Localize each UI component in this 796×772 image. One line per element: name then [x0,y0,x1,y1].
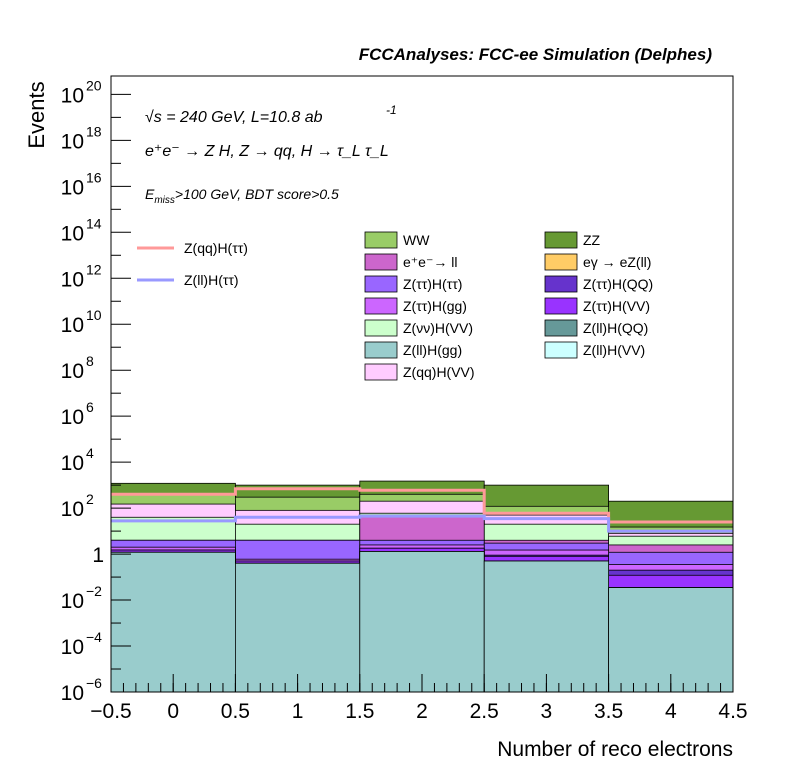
y-tick-label: 10 [61,360,84,383]
y-tick-exponent: −2 [86,583,102,599]
legend-label-z-ll-h-qq: Z(ll)H(QQ) [583,320,648,336]
svg-text:Emiss>100 GeV, BDT score>0.5: Emiss>100 GeV, BDT score>0.5 [145,186,339,206]
x-tick-label: 3.5 [594,700,623,723]
signal-lines [111,487,733,533]
legend-label-z-h-qq: Z(ττ)H(QQ) [583,276,653,292]
legend-swatch-e-e-ll [364,253,398,271]
bar-z-ll-h-gg-bin-2 [359,551,485,693]
svg-text:e⁺e⁻ → Z H, Z → qq, H → τ_L τ_: e⁺e⁻ → Z H, Z → qq, H → τ_L τ_L [145,143,389,160]
x-tick-label: 3 [541,700,553,723]
y-tick-exponent: 4 [86,445,94,461]
legend-label-z-ll-h: Z(ll)H(ττ) [184,272,239,288]
bar-z-ll-h-gg-bin-0 [110,551,236,693]
bar-z-ll-h-gg-bin-3 [483,560,610,693]
annotation-cuts: Emiss>100 GeV, BDT score>0.5 [145,186,339,206]
y-tick-label: 10 [61,636,84,659]
y-tick-label: 10 [61,314,84,337]
y-tick-exponent: 18 [86,123,102,139]
legend-label-z-ll-h-gg: Z(ll)H(gg) [403,342,462,358]
y-tick-label: 10 [61,682,84,705]
annotation-energy: √s = 240 GeV, L=10.8 ab -1 [145,103,397,126]
y-tick-exponent: 16 [86,169,102,185]
stack-bars [110,480,734,693]
chart-title: FCCAnalyses: FCC-ee Simulation (Delphes) [359,45,713,64]
legend-swatch-ww [364,231,398,249]
y-tick-exponent: −6 [86,675,102,691]
legend-label-z-ll-h-vv: Z(ll)H(VV) [583,342,645,358]
legend-swatch-z-h-vv [364,319,398,337]
legend-swatch-z-ll-h-gg [364,341,398,359]
x-tick-label: −0.5 [90,700,131,723]
annotation-process: e⁺e⁻ → Z H, Z → qq, H → τ_L τ_L [145,143,389,160]
y-tick-exponent: 2 [86,491,94,507]
y-tick-exponent: 6 [86,399,94,415]
svg-text:√s = 240 GeV, L=10.8 ab: √s = 240 GeV, L=10.8 ab [145,109,323,126]
y-tick-label: 10 [61,130,84,153]
legend-swatch-z-h-vv [544,297,578,315]
legend-label-ww: WW [403,232,430,248]
x-tick-label: 1.5 [345,700,374,723]
legend-swatch-z-qq-h-vv [364,363,398,381]
y-tick-label: 10 [61,498,84,521]
y-tick-exponent: −4 [86,629,102,645]
legend-swatch-z-ll-h-qq [544,319,578,337]
y-tick-label: 10 [61,406,84,429]
legend-label-z-h-vv: Z(ττ)H(VV) [583,298,650,314]
x-tick-label: 1 [292,700,304,723]
y-tick-label: 10 [61,590,84,613]
legend-swatch-z-h [364,275,398,293]
legend-swatch-z-h-qq [544,275,578,293]
x-tick-label: 2 [416,700,428,723]
x-axis-ticks: −0.5 0 0.5 1 1.5 2 2.5 3 3.5 4 4.5 [90,674,748,723]
y-axis-label: Events [24,81,49,148]
y-tick-exponent: 8 [86,353,94,369]
legend-swatch-e-ez-ll [544,253,578,271]
legend-label-z-h-vv: Z(νν)H(VV) [403,320,473,336]
y-tick-label: 1 [92,544,104,567]
legend-swatch-z-h-gg [364,297,398,315]
y-tick-label: 10 [61,452,84,475]
y-tick-exponent: 20 [86,77,102,93]
svg-text:-1: -1 [386,103,397,117]
x-axis-label: Number of reco electrons [497,738,733,761]
legend: Z(qq)H(ττ) Z(ll)H(ττ) WW ZZ e⁺e⁻→ ll eγ → eZ(… [137,231,653,381]
line-z-ll-h [111,514,733,533]
legend-label-z-h: Z(ττ)H(ττ) [403,276,462,292]
bar-z-ll-h-gg-bin-1 [234,562,361,693]
legend-label-z-qq-h: Z(qq)H(ττ) [184,240,248,256]
x-tick-label: 4.5 [718,700,747,723]
y-tick-label: 10 [61,222,84,245]
legend-label-e-e-ll: e⁺e⁻→ ll [403,254,457,270]
x-tick-label: 0.5 [221,700,250,723]
x-tick-label: 2.5 [470,700,499,723]
legend-label-e-ez-ll: eγ → eZ(ll) [583,254,651,270]
y-tick-label: 10 [61,176,84,199]
y-tick-label: 10 [61,268,84,291]
y-tick-exponent: 12 [86,261,102,277]
legend-swatch-zz [544,231,578,249]
legend-label-z-h-gg: Z(ττ)H(gg) [403,298,467,314]
y-tick-exponent: 10 [86,307,102,323]
legend-swatch-z-ll-h-vv [544,341,578,359]
legend-label-zz: ZZ [583,232,601,248]
y-tick-label: 10 [61,84,84,107]
x-tick-label: 0 [167,700,179,723]
y-tick-exponent: 14 [86,215,102,231]
x-tick-label: 4 [665,700,677,723]
legend-label-z-qq-h-vv: Z(qq)H(VV) [403,364,475,380]
